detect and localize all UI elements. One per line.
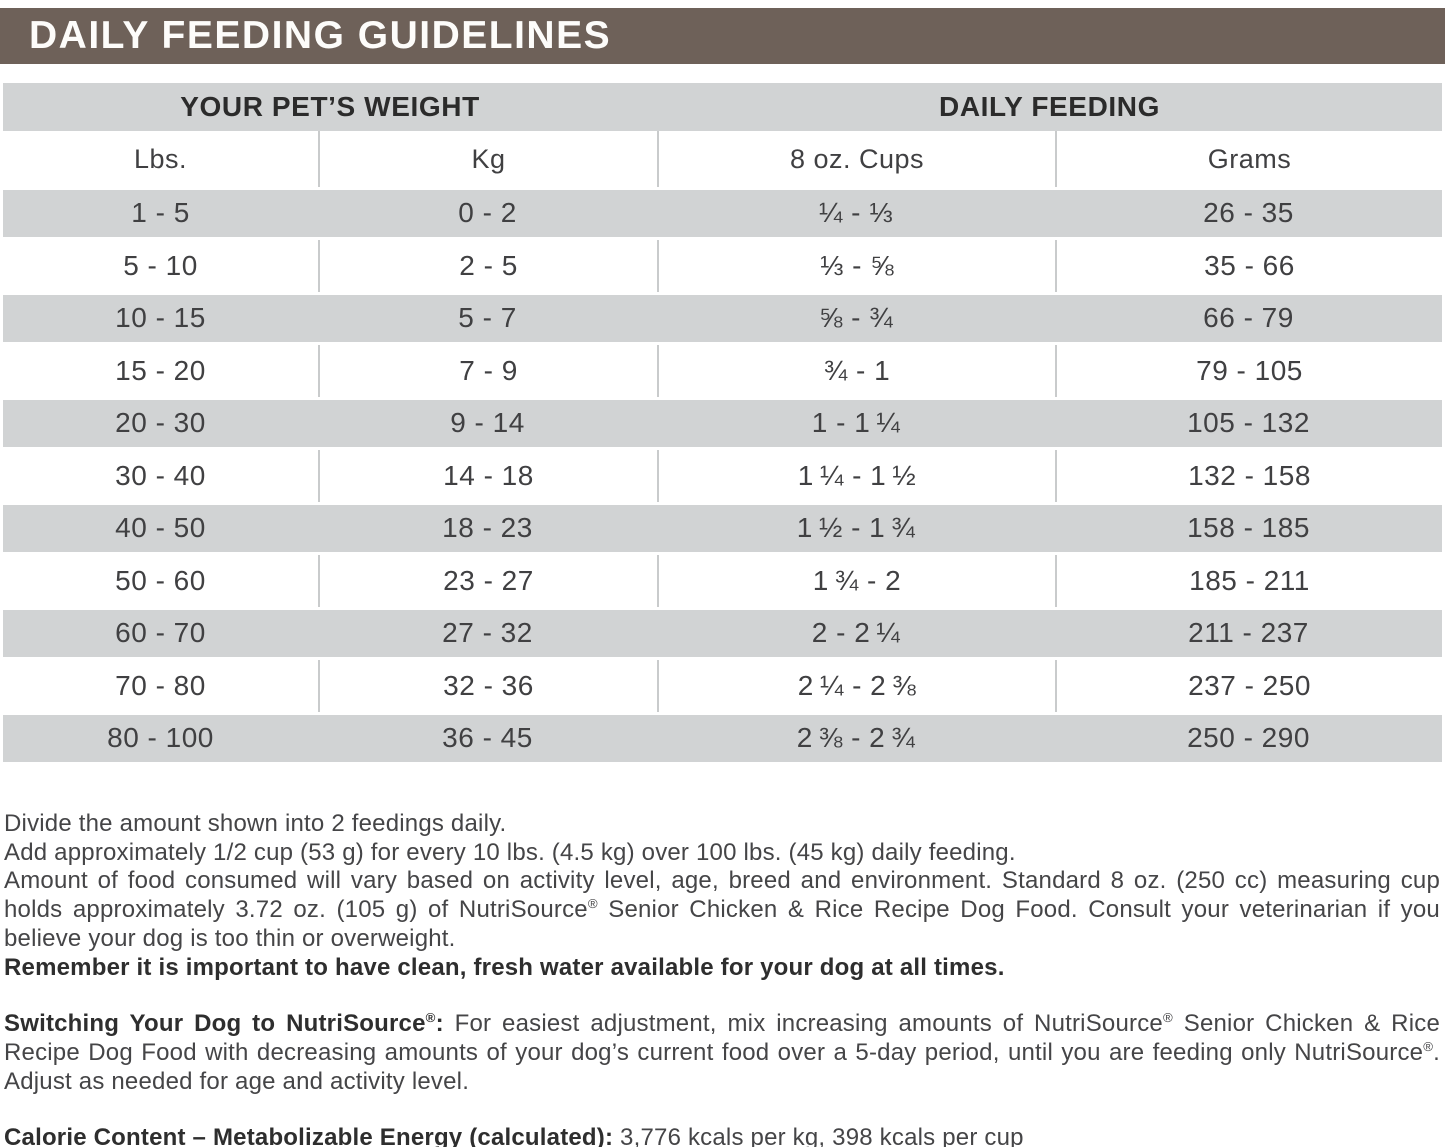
group-header-row: YOUR PET’S WEIGHT DAILY FEEDING — [3, 83, 1442, 131]
cell-kg: 18 - 23 — [442, 512, 533, 544]
cell-kg: 0 - 2 — [458, 197, 517, 229]
page-title: DAILY FEEDING GUIDELINES — [29, 14, 612, 57]
column-header-grams: Grams — [1055, 131, 1442, 187]
cell-kg: 2 - 5 — [318, 239, 657, 292]
cell-cups: ¼ - ⅓ — [818, 197, 894, 229]
cell-kg: 7 - 9 — [318, 344, 657, 397]
cell-cups: ⅝ - ¾ — [818, 302, 894, 334]
cell-grams: 26 - 35 — [1203, 197, 1294, 229]
table-row: 5 - 10 2 - 5 ⅓ - ⅝ 35 - 66 — [3, 239, 1442, 292]
cell-cups: ¾ - 1 — [657, 344, 1055, 397]
note-fresh-water: Remember it is important to have clean, … — [4, 953, 1005, 981]
cell-grams: 211 - 237 — [1188, 617, 1309, 649]
cell-lbs: 15 - 20 — [115, 354, 206, 386]
cell-grams: 185 - 211 — [1055, 554, 1442, 607]
table-row: 30 - 40 14 - 18 1 ¼ - 1 ½ 132 - 158 — [3, 449, 1442, 502]
table-row: 40 - 50 18 - 23 1 ½ - 1 ¾ 158 - 185 — [3, 502, 1442, 555]
cell-cups: 2 ⅜ - 2 ¾ — [796, 722, 916, 754]
feeding-table: YOUR PET’S WEIGHT DAILY FEEDING Lbs. Kg … — [3, 83, 1442, 765]
column-header-row: Lbs. Kg 8 oz. Cups Grams — [3, 131, 1442, 187]
cell-lbs: 10 - 15 — [115, 302, 206, 334]
cell-grams: 66 - 79 — [1203, 302, 1294, 334]
cell-lbs: 80 - 100 — [107, 722, 214, 754]
table-row: 70 - 80 32 - 36 2 ¼ - 2 ⅜ 237 - 250 — [3, 659, 1442, 712]
cell-grams: 158 - 185 — [1187, 512, 1310, 544]
switching-text: For easiest adjustment, mix increasing a… — [4, 1010, 1440, 1095]
cell-cups: 2 ¼ - 2 ⅜ — [657, 659, 1055, 712]
cell-grams: 79 - 105 — [1055, 344, 1442, 397]
table-row: 15 - 20 7 - 9 ¾ - 1 79 - 105 — [3, 344, 1442, 397]
footnotes: Divide the amount shown into 2 feedings … — [4, 810, 1440, 1147]
note-divide-feedings: Divide the amount shown into 2 feedings … — [4, 810, 507, 837]
cell-cups: 1 ¼ - 1 ½ — [657, 449, 1055, 502]
cell-kg: 23 - 27 — [318, 554, 657, 607]
cell-grams: 35 - 66 — [1055, 239, 1442, 292]
cell-lbs: 30 - 40 — [115, 459, 206, 491]
cell-lbs: 40 - 50 — [115, 512, 206, 544]
column-header-cups: 8 oz. Cups — [657, 131, 1055, 187]
table-row: 10 - 15 5 - 7 ⅝ - ¾ 66 - 79 — [3, 292, 1442, 345]
cell-cups: 1 - 1 ¼ — [811, 407, 901, 439]
table-row: 50 - 60 23 - 27 1 ¾ - 2 185 - 211 — [3, 554, 1442, 607]
cell-grams: 250 - 290 — [1187, 722, 1310, 754]
note-amount-varies: Amount of food consumed will vary based … — [4, 867, 1440, 952]
calorie-text: 3,776 kcals per kg, 398 kcals per cup — [613, 1124, 1024, 1147]
cell-lbs: 60 - 70 — [115, 617, 206, 649]
cell-kg: 36 - 45 — [442, 722, 533, 754]
group-header-daily-feeding: DAILY FEEDING — [939, 91, 1160, 122]
table-row: 60 - 70 27 - 32 2 - 2 ¼ 211 - 237 — [3, 607, 1442, 660]
cell-kg: 27 - 32 — [442, 617, 533, 649]
cell-kg: 9 - 14 — [450, 407, 525, 439]
switching-lead: Switching Your Dog to NutriSource®: — [4, 1010, 444, 1038]
column-header-lbs: Lbs. — [133, 143, 188, 174]
column-header-kg: Kg — [318, 131, 657, 187]
cell-lbs: 1 - 5 — [131, 197, 190, 229]
cell-kg: 14 - 18 — [318, 449, 657, 502]
cell-cups: 1 ¾ - 2 — [657, 554, 1055, 607]
cell-cups: ⅓ - ⅝ — [657, 239, 1055, 292]
cell-kg: 32 - 36 — [318, 659, 657, 712]
table-row: 1 - 5 0 - 2 ¼ - ⅓ 26 - 35 — [3, 187, 1442, 240]
switching-paragraph: Switching Your Dog to NutriSource®: For … — [4, 1010, 1440, 1096]
cell-lbs: 70 - 80 — [115, 669, 206, 701]
note-add-half-cup: Add approximately 1/2 cup (53 g) for eve… — [4, 838, 1016, 866]
title-bar: DAILY FEEDING GUIDELINES — [0, 8, 1445, 64]
cell-lbs: 50 - 60 — [115, 564, 206, 596]
cell-cups: 1 ½ - 1 ¾ — [796, 512, 916, 544]
cell-lbs: 5 - 10 — [123, 249, 198, 281]
cell-grams: 132 - 158 — [1055, 449, 1442, 502]
cell-kg: 5 - 7 — [458, 302, 517, 334]
calorie-lead: Calorie Content – Metabolizable Energy (… — [4, 1124, 614, 1147]
table-row: 20 - 30 9 - 14 1 - 1 ¼ 105 - 132 — [3, 397, 1442, 450]
group-header-pet-weight: YOUR PET’S WEIGHT — [180, 91, 480, 122]
table-row: 80 - 100 36 - 45 2 ⅜ - 2 ¾ 250 - 290 — [3, 712, 1442, 765]
cell-lbs: 20 - 30 — [115, 407, 206, 439]
cell-grams: 105 - 132 — [1187, 407, 1310, 439]
cell-cups: 2 - 2 ¼ — [811, 617, 901, 649]
cell-grams: 237 - 250 — [1055, 659, 1442, 712]
calorie-content-line: Calorie Content – Metabolizable Energy (… — [4, 1124, 1440, 1147]
